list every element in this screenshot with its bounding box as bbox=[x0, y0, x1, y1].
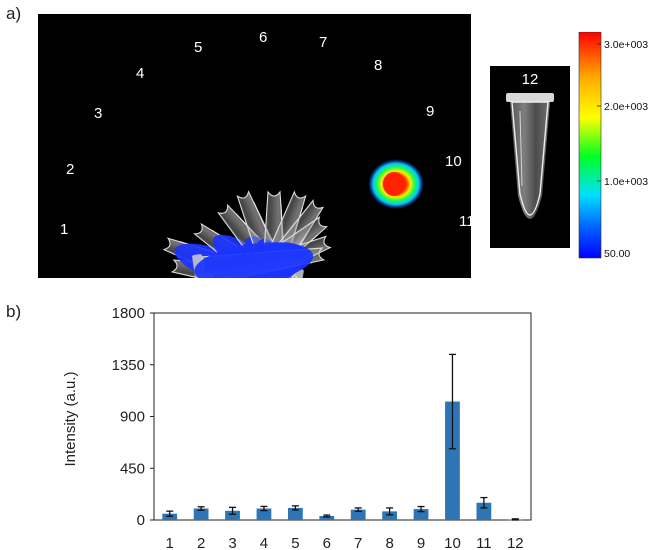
x-tick-label: 6 bbox=[323, 535, 331, 550]
tube-12 bbox=[506, 93, 554, 219]
tube-label-7: 7 bbox=[319, 34, 327, 51]
error-bar-6 bbox=[323, 515, 330, 517]
x-tick-label: 5 bbox=[291, 535, 299, 550]
tube-label-3: 3 bbox=[94, 105, 102, 122]
colorbar-tick-label: 2.0e+003 bbox=[604, 101, 648, 113]
tube-label-9: 9 bbox=[426, 103, 434, 120]
plot-frame bbox=[154, 313, 531, 520]
y-axis-label: Intensity (a.u.) bbox=[62, 371, 79, 466]
x-tick-label: 7 bbox=[354, 535, 362, 550]
tube-label-2: 2 bbox=[66, 161, 74, 178]
x-tick-label: 9 bbox=[417, 535, 425, 550]
single-tube-image: 12 bbox=[490, 66, 570, 248]
x-tick-label: 10 bbox=[444, 535, 461, 550]
x-tick-label: 1 bbox=[166, 535, 174, 550]
y-tick-label: 1800 bbox=[112, 305, 145, 322]
y-tick-label: 450 bbox=[120, 460, 145, 477]
x-tick-label: 2 bbox=[197, 535, 205, 550]
x-tick-label: 12 bbox=[507, 535, 524, 550]
x-tick-label: 4 bbox=[260, 535, 268, 550]
error-bar-5 bbox=[292, 506, 299, 510]
tube-label-10: 10 bbox=[445, 153, 462, 170]
colorbar-tick-label: 3.0e+003 bbox=[604, 39, 648, 51]
colorbar-tick-label: 50.00 bbox=[604, 248, 630, 260]
colorbar-gradient bbox=[579, 32, 601, 258]
colorbar-tick-label: 1.0e+003 bbox=[604, 176, 648, 188]
y-tick-label: 900 bbox=[120, 409, 145, 426]
colorbar: 3.0e+003 2.0e+003 1.0e+003 50.00 bbox=[578, 32, 657, 260]
x-tick-label: 3 bbox=[228, 535, 236, 550]
tube-label-4: 4 bbox=[136, 65, 144, 82]
tube-label-12: 12 bbox=[522, 71, 539, 88]
tube-label-5: 5 bbox=[194, 39, 202, 56]
y-tick-label: 0 bbox=[137, 512, 145, 529]
error-bar-12 bbox=[512, 519, 519, 520]
x-tick-label: 8 bbox=[385, 535, 393, 550]
y-tick-label: 1350 bbox=[112, 357, 145, 374]
hotspot-core bbox=[383, 172, 405, 196]
x-tick-label: 11 bbox=[476, 535, 492, 550]
tube-label-1: 1 bbox=[60, 221, 68, 238]
fluorescence-image: 1 2 3 4 5 6 7 8 9 10 11 bbox=[38, 14, 471, 278]
tube-label-6: 6 bbox=[259, 29, 267, 46]
tube-label-11: 11 bbox=[459, 213, 471, 230]
tube-label-8: 8 bbox=[374, 57, 382, 74]
panel-label-a: a) bbox=[6, 4, 21, 24]
